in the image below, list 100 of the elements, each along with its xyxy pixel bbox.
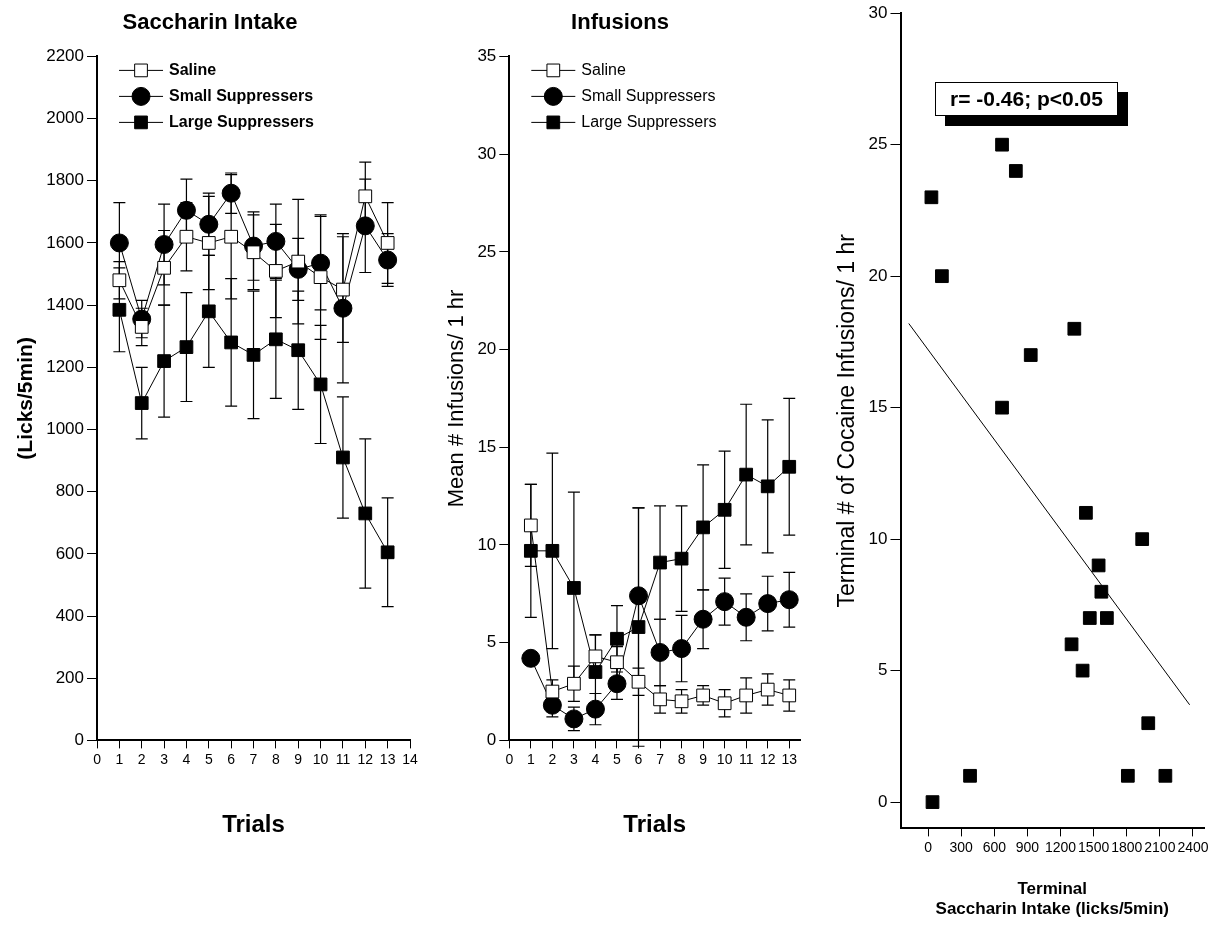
point (380, 236, 395, 250)
y-tick-label: 15 (477, 436, 497, 456)
point (567, 676, 581, 691)
point (693, 609, 713, 629)
point (629, 586, 649, 606)
point (157, 354, 171, 368)
point (1158, 768, 1173, 783)
point (291, 343, 306, 358)
point (653, 555, 667, 570)
point (717, 696, 732, 711)
point (1064, 637, 1079, 652)
point (607, 674, 627, 694)
point (1120, 768, 1135, 783)
point (610, 631, 624, 646)
point (779, 590, 799, 610)
point (521, 648, 541, 668)
chart-title: Saccharin Intake (122, 9, 298, 35)
y-tick-label: 1000 (46, 419, 85, 439)
point (269, 332, 283, 347)
point (291, 254, 306, 269)
point (313, 377, 328, 392)
point (109, 233, 129, 253)
x-tick-label: 0 (93, 750, 102, 767)
point (201, 304, 216, 319)
x-tick-label: 2400 (1177, 838, 1209, 855)
point (336, 282, 350, 297)
point (1023, 348, 1038, 362)
x-tick-label: 8 (677, 750, 686, 767)
x-tick-label: 12 (357, 750, 374, 767)
point (1067, 321, 1082, 336)
point (157, 260, 171, 275)
point (246, 245, 261, 260)
x-tick-label: 10 (716, 750, 733, 767)
y-tick-label: 25 (868, 134, 888, 154)
y-axis-title: (Licks/5min) (13, 337, 37, 460)
point (739, 688, 754, 703)
point (134, 320, 149, 334)
point (545, 543, 560, 558)
x-tick-label: 3 (160, 750, 169, 767)
y-tick-label: 1200 (46, 357, 85, 376)
point (1082, 611, 1097, 625)
point (154, 235, 174, 254)
x-tick-label: 2100 (1144, 838, 1176, 855)
x-tick-label: 13 (781, 750, 798, 767)
y-tick-label: 0 (878, 791, 888, 811)
y-tick-label: 2200 (46, 46, 85, 66)
y-tick-label: 30 (477, 143, 497, 163)
point (588, 665, 603, 679)
x-tick-label: 12 (759, 750, 776, 767)
x-axis-title: Trials (623, 810, 687, 838)
y-tick-label: 20 (868, 265, 888, 285)
y-tick-label: 15 (868, 397, 888, 417)
point (1008, 164, 1023, 178)
point (358, 189, 373, 204)
x-tick-label: 11 (335, 750, 351, 767)
x-tick-label: 1500 (1078, 838, 1110, 855)
point (336, 450, 350, 465)
x-tick-label: 5 (613, 750, 622, 767)
x-tick-label: 10 (312, 750, 329, 767)
point (782, 459, 797, 474)
y-tick-label: 2000 (46, 108, 85, 128)
point (176, 200, 196, 220)
point (717, 502, 732, 517)
x-tick-label: 7 (656, 750, 665, 767)
y-tick-label: 5 (486, 632, 497, 652)
point (1079, 505, 1093, 520)
x-tick-label: 14 (402, 750, 418, 767)
point (333, 298, 353, 318)
y-tick-label: 1600 (46, 232, 85, 252)
point (545, 684, 560, 699)
point (672, 639, 692, 659)
point (224, 335, 239, 350)
point (355, 216, 375, 236)
point (760, 682, 775, 697)
legend-label: Saline (169, 60, 217, 78)
x-tick-label: 11 (738, 750, 754, 767)
x-tick-label: 7 (249, 750, 258, 767)
point (112, 273, 127, 288)
point (523, 518, 538, 533)
point (653, 692, 667, 707)
point (995, 137, 1009, 152)
y-tick-label: 0 (486, 730, 497, 750)
x-tick-label: 600 (982, 838, 1007, 855)
y-axis-title: Terminal # of Cocaine Infusions/ 1 hr (833, 233, 860, 608)
point (112, 302, 127, 317)
point (782, 688, 797, 703)
chart-title: Infusions (571, 9, 669, 35)
point (1075, 663, 1090, 678)
y-tick-label: 20 (477, 339, 497, 359)
y-tick-label: 1800 (46, 170, 85, 190)
point (201, 236, 216, 250)
point (925, 795, 940, 809)
x-tick-label: 5 (204, 750, 213, 767)
x-tick-label: 0 (505, 750, 514, 767)
point (567, 581, 581, 595)
x-tick-label: 6 (227, 750, 236, 767)
point (179, 229, 194, 244)
point (588, 649, 603, 664)
y-tick-label: 200 (55, 667, 85, 687)
point (221, 183, 241, 203)
